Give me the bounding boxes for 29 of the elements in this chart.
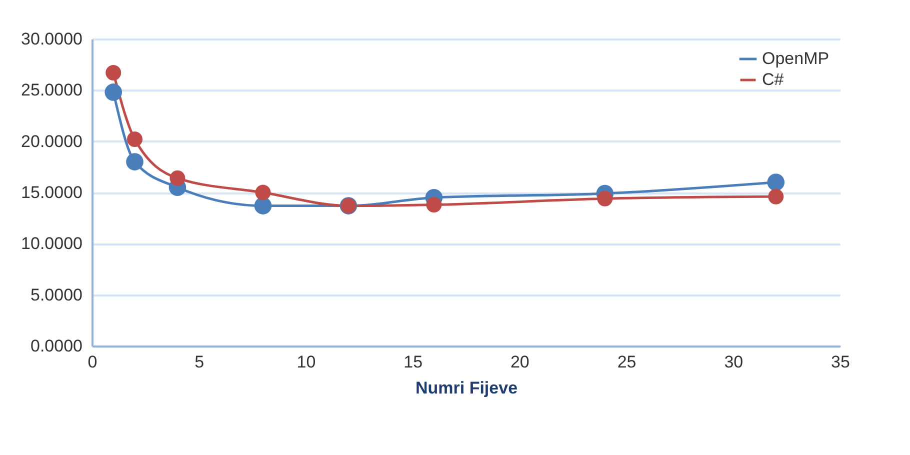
x-axis-title: Numri Fijeve bbox=[415, 378, 518, 398]
x-tick-label: 0 bbox=[88, 352, 98, 372]
x-tick-label: 20 bbox=[510, 352, 530, 372]
x-tick-label: 30 bbox=[724, 352, 744, 372]
point bbox=[126, 153, 144, 170]
y-tick-label: 5.0000 bbox=[30, 285, 82, 304]
point bbox=[254, 197, 272, 214]
point bbox=[255, 184, 271, 200]
point bbox=[106, 65, 122, 80]
x-tick-label: 15 bbox=[404, 352, 423, 372]
y-tick-label: 20.0000 bbox=[21, 132, 82, 151]
point bbox=[426, 197, 442, 213]
point bbox=[767, 174, 785, 191]
legend-label: OpenMP bbox=[762, 49, 830, 68]
y-tick-label: 10.0000 bbox=[21, 234, 82, 254]
y-tick-label: 30.0000 bbox=[21, 30, 82, 48]
point bbox=[104, 84, 122, 101]
x-tick-label: 10 bbox=[296, 352, 316, 372]
y-tick-label: 15.0000 bbox=[21, 183, 82, 202]
point bbox=[768, 188, 784, 204]
point bbox=[170, 170, 186, 186]
y-tick-label: 25.0000 bbox=[21, 80, 82, 100]
point bbox=[126, 132, 142, 148]
x-tick-label: 35 bbox=[831, 352, 850, 372]
legend-label: C# bbox=[762, 70, 784, 89]
x-tick-label: 5 bbox=[194, 352, 204, 372]
point bbox=[597, 190, 613, 206]
y-tick-label: 0.0000 bbox=[30, 336, 82, 356]
x-tick-label: 25 bbox=[617, 352, 636, 372]
